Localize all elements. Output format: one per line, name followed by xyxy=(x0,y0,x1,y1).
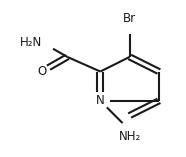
Text: H₂N: H₂N xyxy=(20,36,42,49)
Text: NH₂: NH₂ xyxy=(118,130,141,143)
Text: O: O xyxy=(37,65,46,78)
Text: N: N xyxy=(96,94,105,107)
Text: Br: Br xyxy=(123,11,136,24)
